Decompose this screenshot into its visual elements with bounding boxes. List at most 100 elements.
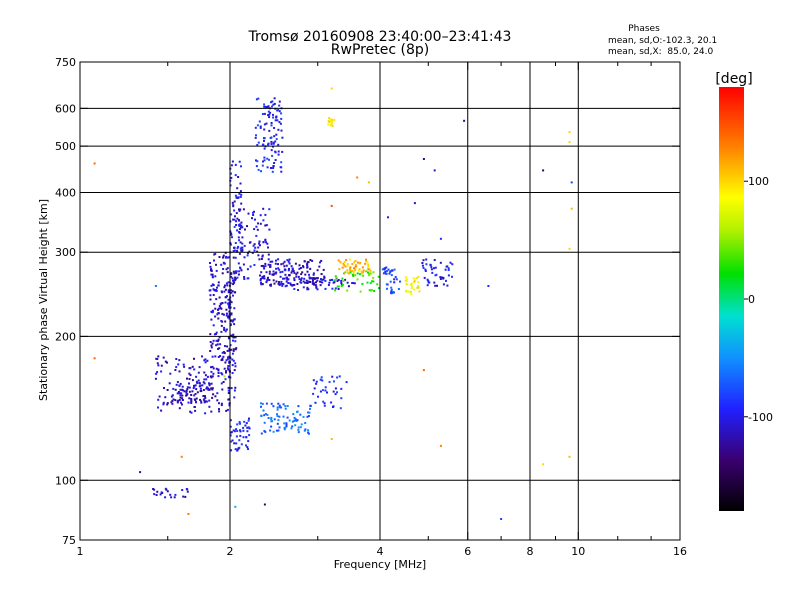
data-point: [267, 142, 270, 145]
data-point: [346, 289, 349, 292]
data-point: [280, 129, 283, 132]
data-point: [264, 239, 267, 242]
data-point: [234, 336, 237, 339]
data-point: [203, 371, 206, 374]
data-point: [166, 490, 169, 493]
data-point: [229, 434, 232, 437]
data-point: [277, 150, 280, 153]
data-point: [276, 119, 279, 122]
data-point: [439, 237, 442, 240]
data-point: [320, 273, 323, 275]
data-point: [344, 265, 347, 268]
data-point: [231, 236, 233, 239]
x-tick-label: 6: [464, 545, 471, 558]
data-point: [331, 375, 334, 378]
data-point: [166, 361, 168, 364]
data-point: [352, 282, 355, 284]
data-point: [222, 313, 225, 316]
data-point: [240, 202, 243, 205]
data-point: [367, 265, 370, 268]
data-point: [225, 328, 228, 331]
data-point: [209, 294, 212, 297]
data-point: [306, 261, 309, 264]
data-point: [359, 290, 362, 293]
data-point: [196, 382, 199, 385]
data-point: [321, 281, 324, 284]
data-point: [181, 403, 183, 406]
data-point: [212, 367, 215, 370]
data-point: [224, 251, 227, 254]
data-point: [341, 283, 344, 286]
data-point: [279, 166, 282, 169]
data-point: [227, 386, 230, 389]
data-point: [238, 209, 241, 212]
data-point: [186, 388, 189, 391]
data-point: [218, 336, 221, 339]
data-point: [295, 273, 298, 276]
data-point: [313, 387, 316, 390]
data-point: [227, 316, 230, 319]
data-point: [220, 320, 223, 322]
data-point: [277, 402, 280, 405]
data-point: [209, 375, 212, 378]
data-point: [267, 253, 270, 256]
data-point: [179, 394, 182, 397]
data-point: [181, 397, 184, 400]
data-point: [215, 289, 218, 292]
data-point: [208, 399, 211, 402]
data-point: [277, 419, 280, 421]
data-point: [430, 266, 433, 269]
data-point: [264, 105, 267, 108]
data-point: [211, 387, 214, 390]
data-point: [333, 380, 335, 383]
data-point: [227, 368, 230, 371]
data-point: [405, 290, 408, 293]
data-point: [254, 126, 257, 129]
data-point: [272, 279, 275, 282]
data-point: [186, 386, 189, 389]
data-point: [354, 274, 357, 277]
data-point: [290, 271, 293, 274]
data-point: [352, 274, 355, 277]
data-point: [236, 187, 239, 190]
data-point: [267, 110, 270, 113]
data-point: [210, 387, 213, 390]
data-point: [230, 213, 233, 216]
data-point: [184, 495, 187, 498]
data-point: [254, 246, 257, 249]
data-point: [285, 425, 288, 428]
data-point: [233, 200, 236, 203]
data-point: [360, 272, 363, 275]
data-point: [268, 158, 270, 161]
data-point: [239, 429, 241, 432]
data-point: [206, 375, 209, 378]
data-point: [222, 381, 225, 383]
data-point: [334, 287, 337, 290]
data-point: [281, 284, 284, 287]
data-point: [210, 318, 213, 321]
data-point: [354, 267, 357, 270]
data-point: [211, 342, 214, 345]
data-point: [286, 278, 289, 281]
data-point: [433, 267, 435, 270]
data-point: [209, 350, 212, 352]
data-point: [93, 357, 96, 360]
data-point: [209, 341, 212, 343]
data-point: [249, 265, 252, 268]
data-point: [231, 439, 234, 442]
data-point: [231, 364, 234, 367]
data-point: [202, 381, 205, 384]
data-point: [329, 119, 332, 122]
data-point: [267, 105, 270, 108]
data-point: [232, 294, 234, 297]
data-point: [226, 345, 229, 348]
data-point: [237, 447, 240, 450]
data-point: [291, 425, 294, 428]
data-point: [344, 271, 347, 274]
data-point: [260, 281, 262, 284]
data-point: [224, 330, 227, 333]
data-point: [238, 231, 241, 234]
data-point: [277, 128, 280, 131]
data-point: [278, 281, 281, 283]
data-point: [219, 355, 222, 357]
